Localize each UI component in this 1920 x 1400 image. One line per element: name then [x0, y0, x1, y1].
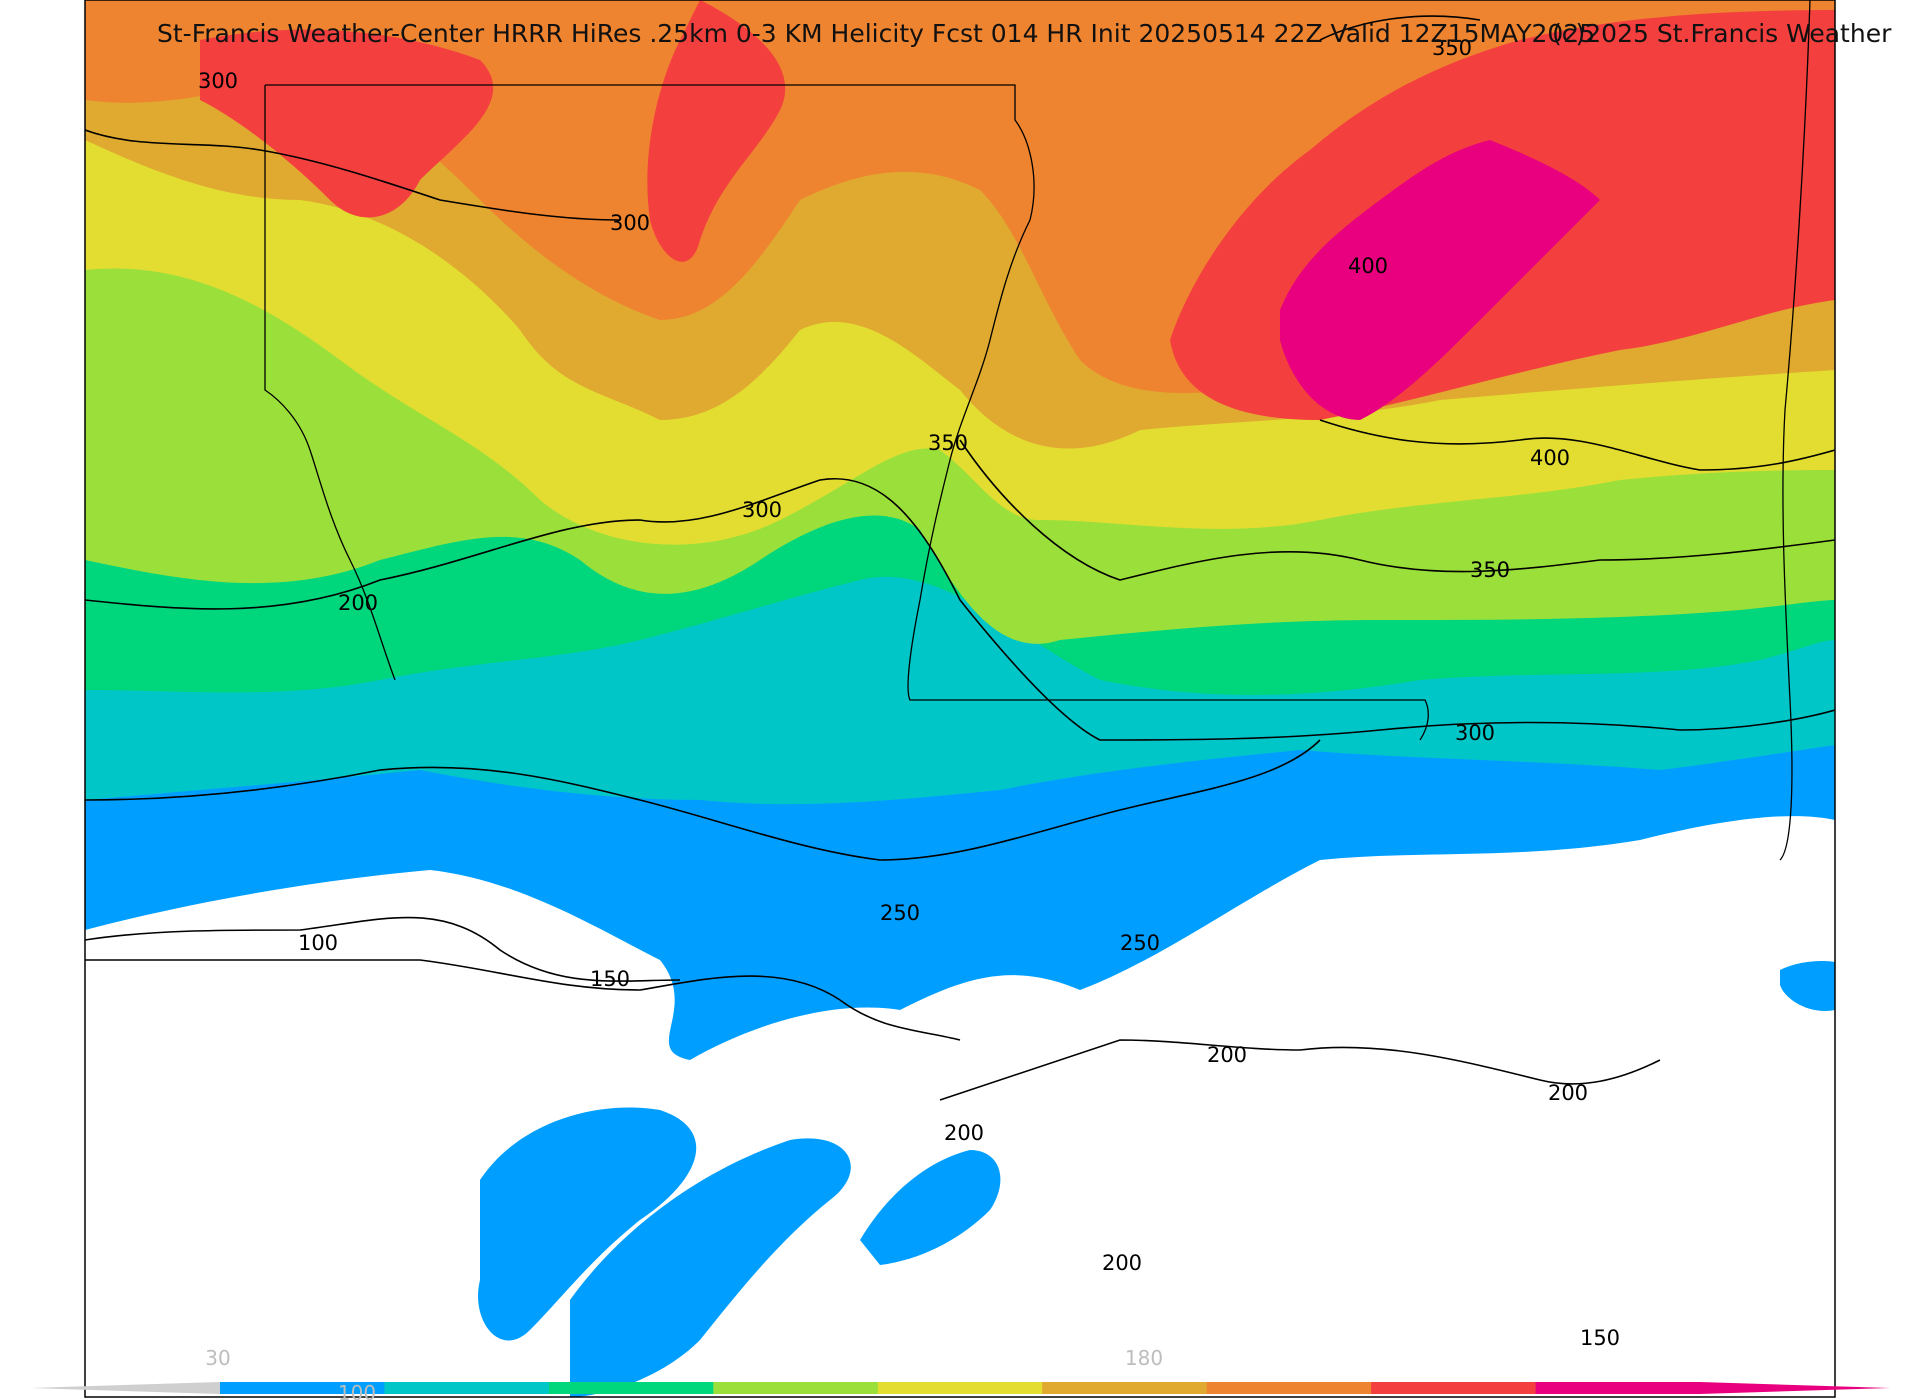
- fill-band-b150-lobe4: [1780, 960, 1835, 1011]
- contour-label: 300: [610, 211, 650, 235]
- contour-label: 400: [1348, 254, 1388, 278]
- colorbar-bin: [877, 1382, 1043, 1394]
- colorbar-bin: [548, 1382, 714, 1394]
- contour-line-250: [85, 739, 1321, 861]
- contour-line-350-ne: [1319, 15, 1481, 41]
- fill-band-b150-lobe1: [478, 1107, 697, 1341]
- contour-label: 300: [1455, 721, 1495, 745]
- contour-label: 300: [198, 69, 238, 93]
- contour-label: 200: [1548, 1081, 1588, 1105]
- contour-line-150: [85, 959, 961, 1041]
- colorbar-bins: [220, 1382, 1701, 1394]
- colorbar-bin: [220, 1382, 385, 1394]
- contour-line-300: [85, 477, 1835, 741]
- contour-label: 250: [1120, 931, 1160, 955]
- colorbar-bin: [1371, 1382, 1536, 1394]
- contour-label-layer: 300 300 300 350 300 350 400 400 350 200 …: [198, 36, 1620, 1350]
- contour-label: 250: [880, 901, 920, 925]
- contour-label: 200: [1102, 1251, 1142, 1275]
- contour-label: 400: [1530, 446, 1570, 470]
- contour-label: 150: [1580, 1326, 1620, 1350]
- colorbar-bin: [1206, 1382, 1372, 1394]
- fill-band-b400-north: [200, 29, 494, 218]
- contour-line-200: [939, 1039, 1661, 1101]
- contour-label: 300: [742, 498, 782, 522]
- helicity-fill-layer: [85, 0, 1835, 1397]
- contour-label: 350: [1432, 36, 1472, 60]
- contour-label: 100: [298, 931, 338, 955]
- contour-line-100: [85, 916, 681, 982]
- fill-band-b150-lobe3: [860, 1150, 1001, 1265]
- copyright-notice: (c)2025 St.Francis Weather: [1552, 19, 1892, 48]
- colorbar-high-arrow: [1700, 1382, 1890, 1394]
- contour-label: 200: [338, 591, 378, 615]
- colorbar-bin: [384, 1382, 550, 1394]
- state-boundary-east: [1779, 0, 1811, 861]
- plot-frame: [84, 0, 1836, 1398]
- colorbar-bin: [713, 1382, 879, 1394]
- map-title: St-Francis Weather-Center HRRR HiRes .25…: [157, 19, 1595, 48]
- boundary-layer: [264, 0, 1811, 861]
- fill-band-b450: [1280, 140, 1600, 420]
- contour-label: 200: [944, 1121, 984, 1145]
- colorbar-tick-label: 30: [205, 1346, 230, 1370]
- contour-label: 350: [928, 431, 968, 455]
- colorbar-low-arrow: [30, 1382, 220, 1394]
- state-boundary-west: [264, 85, 396, 681]
- colorbar-tick-label: 180: [1125, 1346, 1163, 1370]
- contour-label: 200: [1207, 1043, 1247, 1067]
- fill-band-b400-north2: [647, 0, 786, 262]
- contour-label: 150: [590, 967, 630, 991]
- colorbar-bin: [1042, 1382, 1208, 1394]
- contour-label: 350: [1470, 558, 1510, 582]
- contour-layer: [85, 15, 1835, 1101]
- colorbar-tick-label: 100: [338, 1381, 376, 1400]
- fill-band-b150-lobe2: [570, 1138, 851, 1397]
- contour-line-350: [959, 439, 1835, 581]
- state-boundary: [265, 84, 1429, 741]
- contour-line-400: [1319, 419, 1835, 471]
- contour-line-300-north: [85, 129, 621, 221]
- colorbar: 30 100 180: [30, 1346, 1890, 1400]
- colorbar-bin: [1535, 1382, 1701, 1394]
